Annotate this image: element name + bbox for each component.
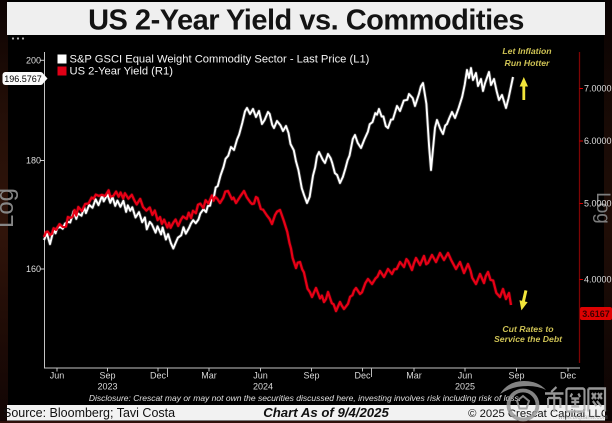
svg-text:Mar: Mar (201, 370, 217, 380)
svg-text:2023: 2023 (97, 381, 117, 391)
svg-text:Sep: Sep (303, 370, 319, 380)
svg-text:S&P GSCI Equal Weight Commodit: S&P GSCI Equal Weight Commodity Sector -… (70, 53, 370, 65)
svg-text:Let Inflation: Let Inflation (502, 46, 551, 56)
svg-text:7.0000: 7.0000 (584, 84, 612, 94)
svg-text:Jun: Jun (458, 370, 473, 380)
svg-text:160: 160 (26, 264, 41, 274)
svg-text:Log: Log (592, 192, 612, 224)
svg-text:Cut Rates to: Cut Rates to (502, 324, 554, 334)
svg-text:US 2-Year Yield (R1): US 2-Year Yield (R1) (70, 65, 174, 77)
svg-text:US 2-Year Yield vs. Commoditie: US 2-Year Yield vs. Commodities (88, 5, 524, 37)
svg-text:Dec: Dec (560, 370, 577, 380)
svg-text:Log: Log (0, 188, 19, 228)
svg-text:Disclosure: Crescat may or may: Disclosure: Crescat may or may not own t… (89, 393, 521, 403)
svg-text:6.0000: 6.0000 (584, 136, 612, 146)
svg-text:4.0000: 4.0000 (584, 275, 612, 285)
svg-text:Jun: Jun (50, 370, 65, 380)
svg-text:Chart As of 9/4/2025: Chart As of 9/4/2025 (263, 405, 389, 420)
svg-text:5.0000: 5.0000 (584, 199, 612, 209)
svg-text:2024: 2024 (253, 381, 273, 391)
svg-text:2025: 2025 (455, 381, 475, 391)
svg-text:Dec: Dec (150, 370, 167, 380)
svg-text:Dec: Dec (354, 370, 371, 380)
svg-text:Jun: Jun (253, 370, 268, 380)
svg-text:Sep: Sep (99, 370, 115, 380)
svg-text:Source: Bloomberg; Tavi Costa: Source: Bloomberg; Tavi Costa (3, 406, 175, 420)
svg-text:Sep: Sep (508, 370, 524, 380)
svg-text:Run Hotter: Run Hotter (505, 58, 550, 68)
svg-text:Mar: Mar (406, 370, 422, 380)
svg-text:3.6167: 3.6167 (582, 309, 610, 319)
svg-text:180: 180 (26, 156, 41, 166)
svg-text:www.biquanw.com: www.biquanw.com (557, 415, 607, 421)
svg-text:196.5767: 196.5767 (4, 74, 42, 84)
svg-text:Service the Debt: Service the Debt (494, 334, 563, 344)
svg-text:200: 200 (26, 55, 41, 65)
